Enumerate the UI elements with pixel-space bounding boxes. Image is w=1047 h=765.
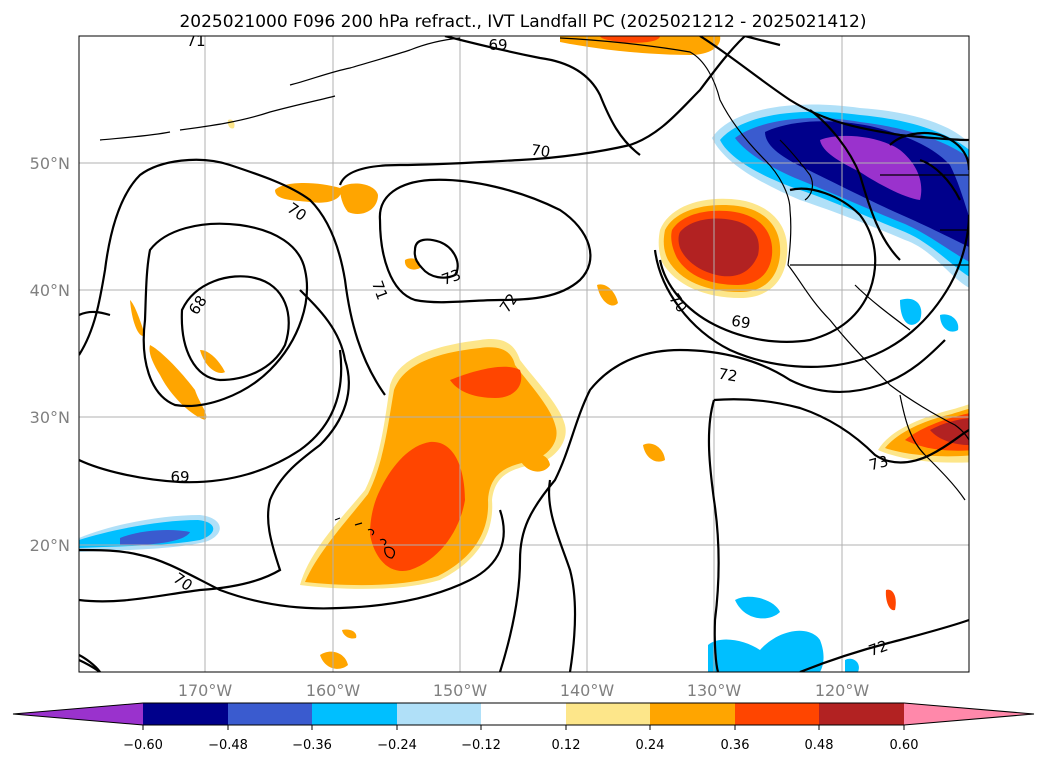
colorbar: −0.60 −0.48 −0.36 −0.24 −0.12 0.12 0.24 … bbox=[12, 702, 1035, 753]
colorbar-segment bbox=[735, 703, 819, 725]
colorbar-tick-label: 0.24 bbox=[636, 738, 665, 753]
contour-label: 70 bbox=[530, 141, 551, 161]
lat-label-40n: 40°N bbox=[30, 281, 70, 300]
contour-label: 69 bbox=[170, 468, 189, 486]
map-title: 2025021000 F096 200 hPa refract., IVT La… bbox=[179, 12, 866, 32]
colorbar-segment bbox=[143, 703, 228, 725]
colorbar-segment bbox=[397, 703, 481, 725]
lon-label-150w: 150°W bbox=[433, 681, 488, 700]
contour-label: 69 bbox=[488, 36, 507, 54]
lat-label-30n: 30°N bbox=[30, 408, 70, 427]
refractivity-contours bbox=[79, 36, 969, 672]
colorbar-segment bbox=[13, 703, 143, 725]
contour-label: 72 bbox=[717, 365, 739, 386]
latitude-labels: 50°N 40°N 30°N 20°N bbox=[30, 154, 70, 555]
colorbar-tick-label: 0.60 bbox=[890, 738, 919, 753]
colorbar-tick-labels: −0.60 −0.48 −0.36 −0.24 −0.12 0.12 0.24 … bbox=[123, 738, 918, 753]
colorbar-tick-label: 0.36 bbox=[721, 738, 750, 753]
positive-anomaly-central bbox=[300, 339, 566, 589]
colorbar-tick-label: −0.60 bbox=[123, 738, 163, 753]
contour-label: 69 bbox=[730, 312, 752, 333]
contour-label: 71 bbox=[186, 32, 205, 50]
map-frame bbox=[78, 35, 970, 673]
contour-label: 72 bbox=[866, 637, 890, 660]
colorbar-segment bbox=[228, 703, 312, 725]
lat-label-50n: 50°N bbox=[30, 154, 70, 173]
lon-label-140w: 140°W bbox=[560, 681, 615, 700]
lat-label-20n: 20°N bbox=[30, 536, 70, 555]
colorbar-segment bbox=[650, 703, 735, 725]
colorbar-segment bbox=[481, 703, 566, 725]
colorbar-tick-label: 0.48 bbox=[805, 738, 834, 753]
colorbar-tick-label: 0.12 bbox=[552, 738, 581, 753]
colorbar-segment bbox=[566, 703, 650, 725]
lon-label-130w: 130°W bbox=[687, 681, 742, 700]
hawaii-islands bbox=[334, 517, 396, 559]
lon-label-160w: 160°W bbox=[306, 681, 361, 700]
colorbar-ticks bbox=[142, 725, 905, 730]
colorbar-segment bbox=[904, 703, 1034, 725]
contour-label: 73 bbox=[867, 452, 890, 474]
lon-label-120w: 120°W bbox=[815, 681, 870, 700]
map-panel: 71 69 70 70 73 72 68 71 70 69 72 69 73 7… bbox=[79, 32, 969, 672]
colorbar-tick-label: −0.48 bbox=[208, 738, 248, 753]
positive-anomaly-patches bbox=[130, 119, 896, 669]
colorbar-tick-label: −0.24 bbox=[377, 738, 417, 753]
colorbar-segment bbox=[819, 703, 904, 725]
contour-label: 71 bbox=[368, 278, 391, 302]
positive-anomaly-california bbox=[658, 198, 788, 298]
lon-label-170w: 170°W bbox=[178, 681, 233, 700]
colorbar-segment bbox=[312, 703, 397, 725]
negative-anomaly-patches bbox=[79, 515, 859, 672]
longitude-labels: 170°W 160°W 150°W 140°W 130°W 120°W bbox=[178, 681, 870, 700]
colorbar-tick-label: −0.12 bbox=[461, 738, 501, 753]
contour-label: 73 bbox=[439, 266, 463, 289]
colorbar-tick-label: −0.36 bbox=[292, 738, 332, 753]
coastlines bbox=[99, 37, 969, 501]
